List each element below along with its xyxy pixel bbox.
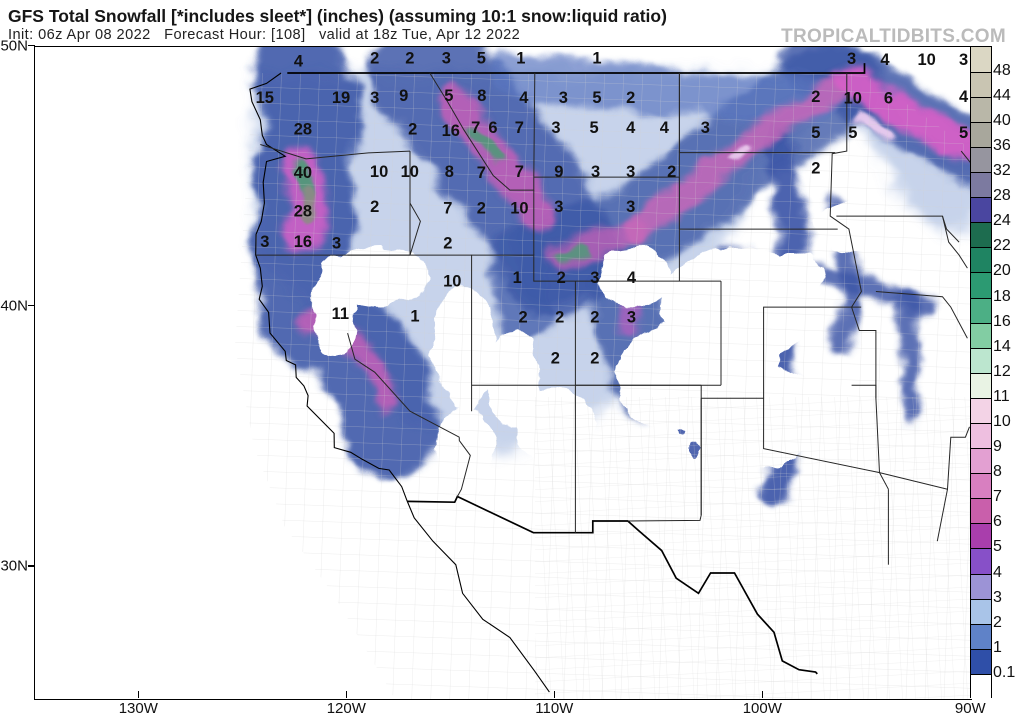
svg-text:3: 3 [959,51,968,69]
svg-text:7: 7 [443,199,452,217]
svg-text:8: 8 [477,87,486,105]
svg-text:15: 15 [255,89,273,107]
svg-text:3: 3 [700,118,709,136]
svg-text:2: 2 [555,308,564,326]
svg-text:9: 9 [554,162,563,180]
svg-text:3: 3 [551,118,560,136]
svg-text:5: 5 [959,124,968,142]
svg-text:4: 4 [627,268,637,286]
svg-text:3: 3 [554,197,563,215]
svg-text:28: 28 [293,202,311,220]
svg-text:3: 3 [591,162,600,180]
svg-text:5: 5 [848,124,857,142]
svg-text:4: 4 [519,89,529,107]
svg-text:4: 4 [959,88,969,106]
svg-text:7: 7 [514,162,523,180]
svg-text:6: 6 [884,89,893,107]
svg-text:7: 7 [514,118,523,136]
svg-text:8: 8 [444,162,453,180]
svg-text:3: 3 [847,50,856,68]
svg-text:2: 2 [590,308,599,326]
svg-text:2: 2 [550,349,559,367]
svg-text:11: 11 [331,304,348,322]
svg-text:1: 1 [592,49,601,67]
svg-text:10: 10 [400,162,418,180]
svg-text:3: 3 [627,308,636,326]
svg-text:2: 2 [405,49,414,67]
svg-text:3: 3 [441,49,450,67]
svg-text:3: 3 [370,89,379,107]
svg-text:10: 10 [443,272,461,290]
svg-text:10: 10 [917,51,935,69]
svg-text:2: 2 [370,49,379,67]
svg-text:10: 10 [370,162,388,180]
svg-text:2: 2 [476,199,485,217]
svg-text:2: 2 [408,120,417,138]
svg-text:10: 10 [510,199,528,217]
svg-text:1: 1 [410,307,419,325]
svg-text:3: 3 [332,234,341,252]
svg-text:2: 2 [811,159,820,177]
svg-text:3: 3 [260,232,269,250]
svg-text:10: 10 [843,89,861,107]
svg-text:5: 5 [811,124,820,142]
svg-text:2: 2 [667,162,676,180]
svg-text:3: 3 [558,89,567,107]
svg-text:4: 4 [880,51,890,69]
svg-text:2: 2 [811,88,820,106]
svg-text:2: 2 [370,197,379,215]
svg-text:5: 5 [444,87,453,105]
svg-text:9: 9 [399,87,408,105]
svg-text:3: 3 [626,197,635,215]
svg-text:4: 4 [294,52,304,70]
svg-text:7: 7 [476,164,485,182]
svg-text:2: 2 [556,268,565,286]
svg-text:2: 2 [590,349,599,367]
svg-text:16: 16 [293,232,311,250]
svg-text:2: 2 [443,234,452,252]
svg-text:4: 4 [626,118,636,136]
svg-text:28: 28 [293,120,311,138]
svg-text:19: 19 [332,89,350,107]
svg-text:16: 16 [441,121,459,139]
svg-text:6: 6 [488,118,497,136]
svg-text:1: 1 [512,268,521,286]
svg-text:5: 5 [589,118,598,136]
svg-text:1: 1 [516,49,525,67]
svg-text:7: 7 [471,118,480,136]
svg-text:40: 40 [293,164,311,182]
svg-text:3: 3 [626,162,635,180]
svg-text:5: 5 [592,89,601,107]
svg-text:5: 5 [476,49,485,67]
svg-text:4: 4 [659,118,669,136]
svg-text:2: 2 [518,308,527,326]
svg-text:2: 2 [626,89,635,107]
svg-text:3: 3 [590,268,599,286]
